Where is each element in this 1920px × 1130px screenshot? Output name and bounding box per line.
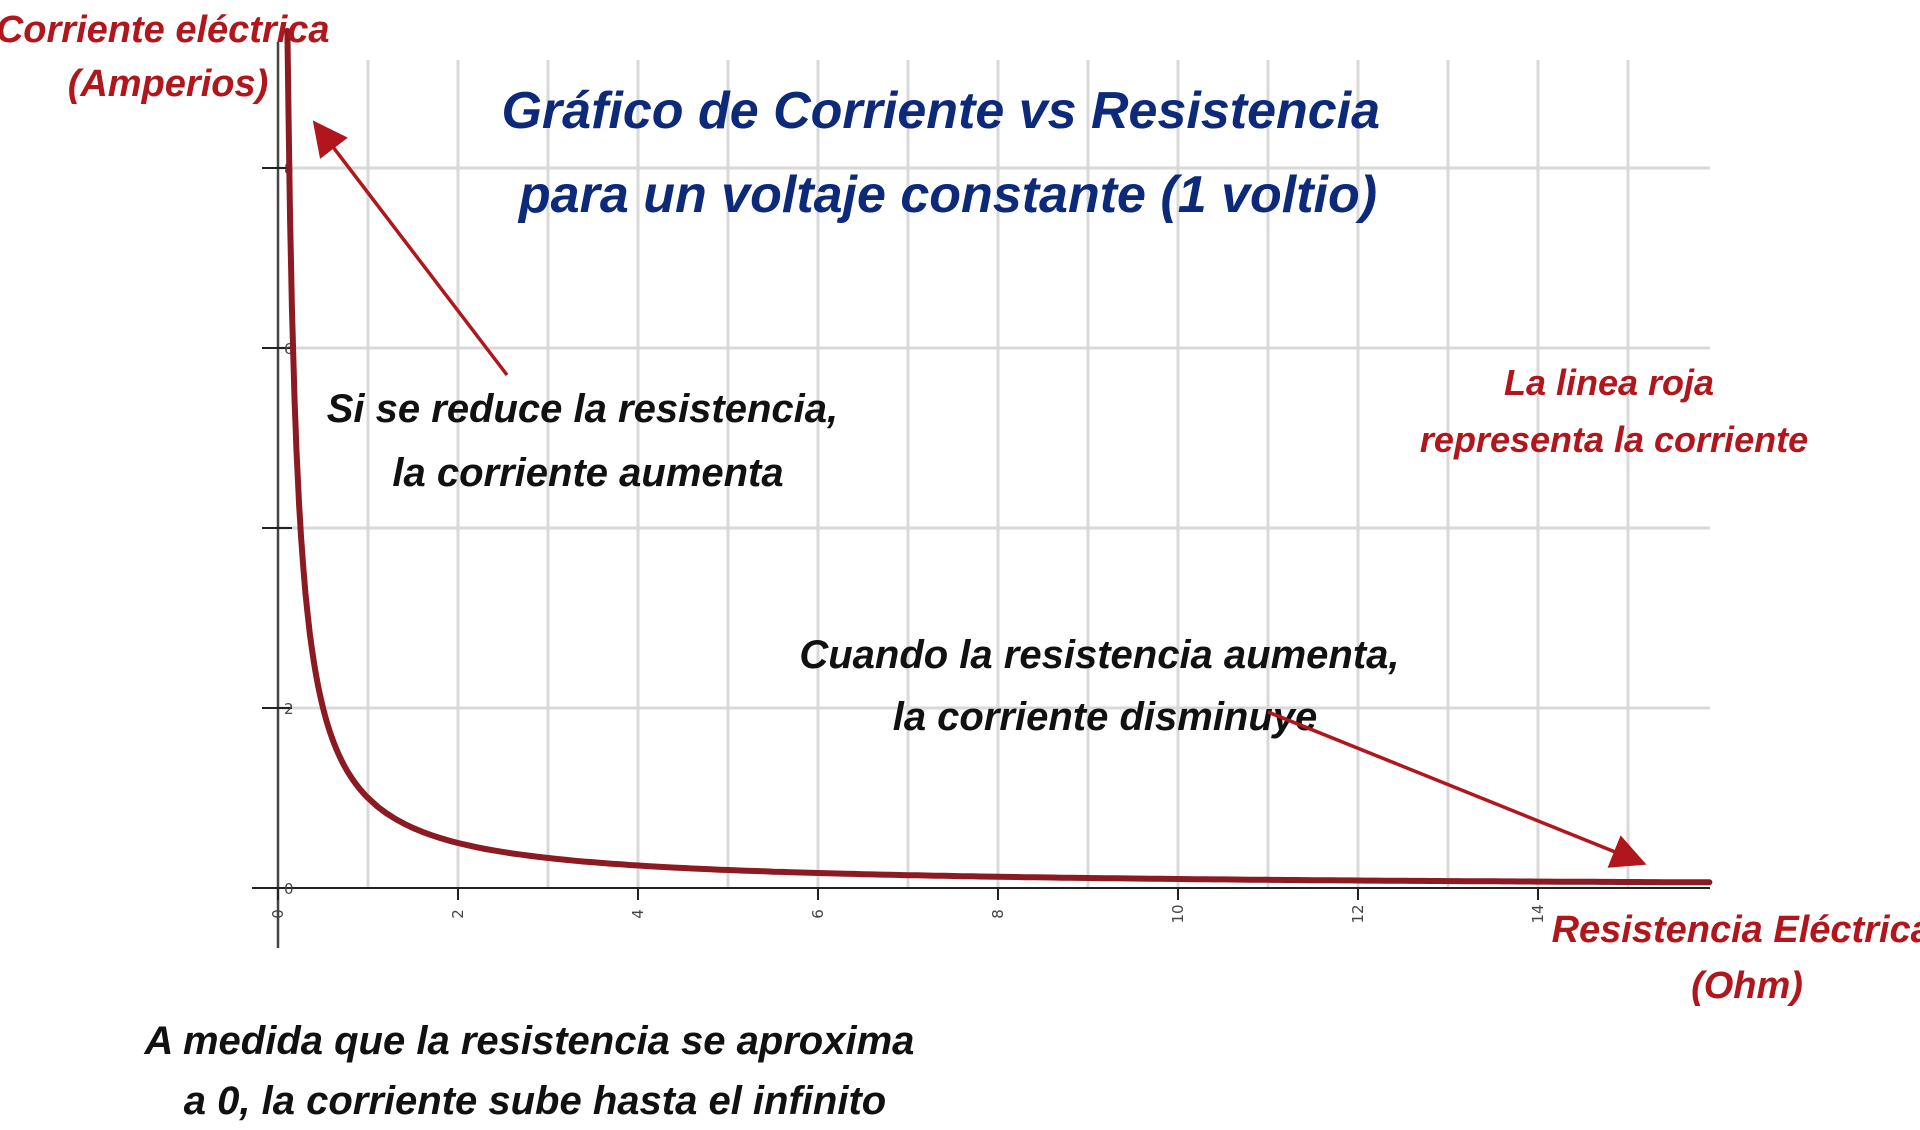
annotation-increase-line-1: Cuando la resistencia aumenta, xyxy=(799,633,1399,677)
annotation-increase-line-2: la corriente disminuye xyxy=(893,695,1318,739)
current-curve xyxy=(284,27,1713,886)
x-tick-label: 6 xyxy=(809,909,827,919)
x-tick-label: 10 xyxy=(1169,904,1187,923)
x-tick-label: 2 xyxy=(449,909,467,919)
x-tick-label: 8 xyxy=(989,909,1007,919)
annotation-reduce-line-2: la corriente aumenta xyxy=(392,451,783,495)
y-axis-label: Corriente eléctrica (Amperios) xyxy=(0,9,340,105)
grid xyxy=(278,60,1710,888)
arrow-to-high-current xyxy=(312,120,509,377)
bottom-note: A medida que la resistencia se aproxima … xyxy=(143,1019,925,1123)
y-tick-label: 6 xyxy=(284,340,294,358)
legend-note-line-2: representa la corriente xyxy=(1420,419,1808,460)
bottom-note-line-1: A medida que la resistencia se aproxima xyxy=(143,1019,914,1063)
y-axis-label-line-2: (Amperios) xyxy=(68,63,269,105)
y-axis-label-line-1: Corriente eléctrica xyxy=(0,9,330,51)
chart-title: Gráfico de Corriente vs Resistencia para… xyxy=(501,82,1394,224)
annotation-increase-resistance: Cuando la resistencia aumenta, la corrie… xyxy=(799,633,1410,739)
x-tick-label: 0 xyxy=(269,909,287,919)
x-tick-label: 4 xyxy=(629,909,647,919)
bottom-note-line-2: a 0, la corriente sube hasta el infinito xyxy=(184,1079,886,1123)
chart-title-line-2: para un voltaje constante (1 voltio) xyxy=(517,166,1377,224)
x-axis-label: Resistencia Eléctrica (Ohm) xyxy=(1552,909,1920,1007)
legend-note: La linea roja representa la corriente xyxy=(1420,362,1808,460)
x-axis-label-line-1: Resistencia Eléctrica xyxy=(1552,909,1920,951)
annotation-reduce-resistance: Si se reduce la resistencia, la corrient… xyxy=(327,387,850,495)
x-tick-label: 14 xyxy=(1529,904,1547,923)
axes xyxy=(252,42,1710,948)
y-tick-label: 0 xyxy=(284,880,294,898)
legend-note-line-1: La linea roja xyxy=(1504,362,1714,403)
arrow-to-low-current xyxy=(1267,710,1647,868)
x-axis-label-line-2: (Ohm) xyxy=(1691,965,1803,1007)
series-layer xyxy=(284,27,1713,886)
x-tick-label: 12 xyxy=(1349,904,1367,923)
chart-title-line-1: Gráfico de Corriente vs Resistencia xyxy=(501,82,1380,140)
annotation-reduce-line-1: Si se reduce la resistencia, xyxy=(327,387,838,431)
y-tick-label: 2 xyxy=(284,700,294,718)
